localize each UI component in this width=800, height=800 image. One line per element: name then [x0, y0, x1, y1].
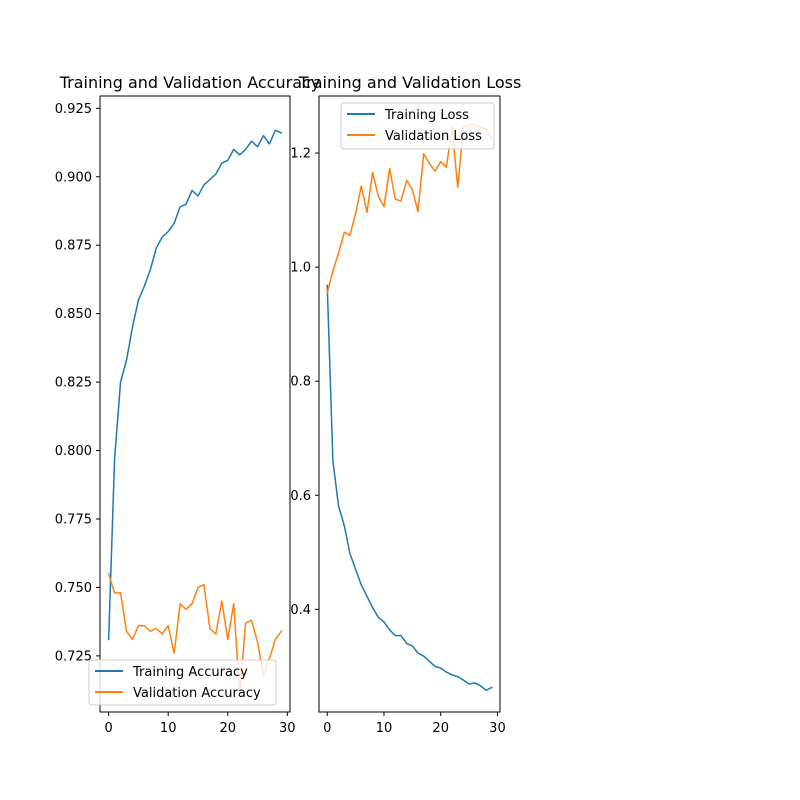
loss-x-tick-label-20: 20 — [432, 721, 449, 736]
legend-label-training-loss: Training Loss — [384, 108, 469, 123]
accuracy-chart-title: Training and Validation Accuracy — [59, 73, 321, 92]
accuracy-x-tick-label-30: 30 — [279, 721, 296, 736]
loss-x-tick-label-10: 10 — [376, 721, 393, 736]
accuracy-y-tick-label-8: 0.925 — [55, 102, 92, 117]
loss-plot-frame — [318, 95, 501, 713]
loss-chart: Training and Validation Loss 0 10 20 300.40… — [290, 73, 521, 736]
legend-label-training-accuracy: Training Accuracy — [132, 665, 248, 680]
accuracy-legend-box — [88, 659, 277, 706]
loss-y-tick-label-3: 1.0 — [290, 261, 311, 276]
loss-legend-box — [340, 102, 495, 150]
loss-legend: Training Loss Validation Loss — [340, 102, 495, 150]
legend-label-validation-accuracy: Validation Accuracy — [133, 686, 261, 701]
accuracy-x-tick-label-20: 20 — [219, 721, 236, 736]
loss-x-tick-label-0: 0 — [323, 721, 331, 736]
legend-label-validation-loss: Validation Loss — [385, 129, 482, 144]
series-line-training-loss — [326, 284, 493, 692]
accuracy-y-tick-label-6: 0.875 — [55, 239, 92, 254]
accuracy-series-layer — [107, 129, 283, 695]
accuracy-y-tick-label-4: 0.825 — [55, 376, 92, 391]
accuracy-y-tick-label-7: 0.900 — [55, 170, 92, 185]
accuracy-x-tick-label-0: 0 — [104, 721, 112, 736]
accuracy-y-tick-label-0: 0.725 — [55, 649, 92, 664]
accuracy-plot-frame — [99, 95, 291, 713]
loss-y-tick-label-4: 1.2 — [290, 147, 311, 162]
accuracy-chart: Training and Validation Accuracy 0 10 20 30… — [55, 73, 320, 736]
series-line-validation-accuracy — [107, 572, 283, 695]
loss-y-tick-label-0: 0.4 — [290, 603, 311, 618]
loss-axis-ticks: 0 10 20 30 0.4 0.6 0.8 1.0 1.2 — [290, 147, 505, 736]
accuracy-y-tick-label-2: 0.775 — [55, 512, 92, 527]
loss-chart-title: Training and Validation Loss — [298, 73, 522, 92]
loss-x-tick-label-30: 30 — [489, 721, 506, 736]
accuracy-x-tick-label-10: 10 — [160, 721, 177, 736]
accuracy-legend: Training Accuracy Validation Accuracy — [88, 659, 277, 706]
accuracy-y-tick-label-5: 0.850 — [55, 307, 92, 322]
accuracy-axis-ticks: 0 10 20 30 0.725 0.750 0.775 0.800 0.825 0.850 0.8… — [55, 102, 296, 736]
loss-y-tick-label-2: 0.8 — [290, 375, 311, 390]
series-line-training-accuracy — [107, 129, 283, 641]
accuracy-y-tick-label-1: 0.750 — [55, 581, 92, 596]
accuracy-y-tick-label-3: 0.800 — [55, 444, 92, 459]
loss-y-tick-label-1: 0.6 — [290, 489, 311, 504]
